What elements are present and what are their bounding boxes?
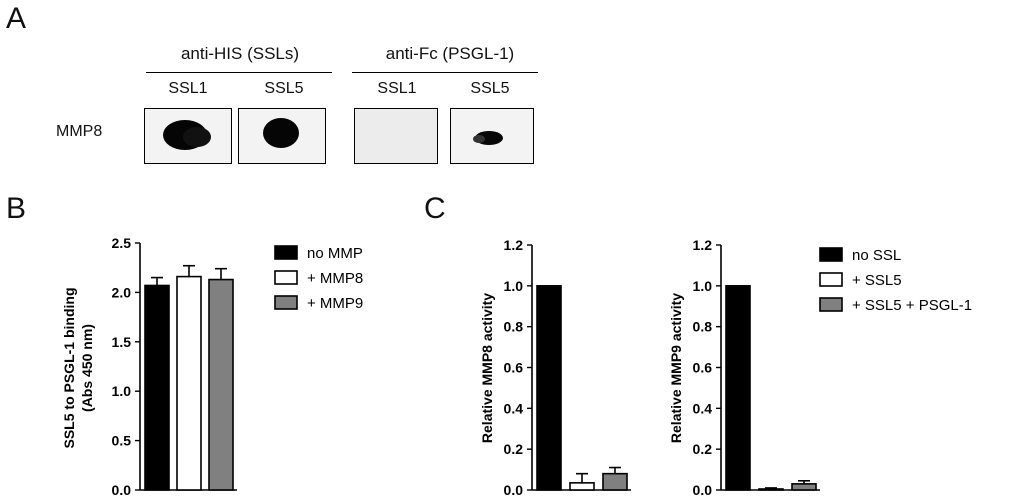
chart2-y-tick-label: 0.6 [693,360,713,376]
chart0-legend-swatch-2 [274,270,298,285]
blot-band-1 [163,120,211,150]
chart0-legend-swatch-3 [274,295,298,310]
chart2-legend-swatch-2 [819,272,843,287]
chart1-y-tick-label: 0.4 [504,400,524,416]
chart2-legend-swatch-1 [819,247,843,262]
chart2-y-tick-label: 0.4 [693,400,713,416]
chart0-legend-label-2: + MMP8 [307,270,363,287]
chart2-bar-1 [725,285,751,491]
blot-lane-label-3: SSL1 [377,80,417,97]
chart0-bar-1 [144,284,170,491]
chart0-y-tick-label: 2.0 [112,284,132,300]
chart0-legend-label-1: no MMP [307,245,363,262]
blot-lane-label-4: SSL5 [470,80,510,97]
blot-group1-title: anti-HIS (SSLs) [180,44,300,63]
chart1-y-tick-label: 0.0 [504,482,524,498]
chart1-y-tick-label: 0.8 [504,319,524,335]
chart2-bar-2 [758,488,784,491]
chart1-bar-1 [536,285,562,491]
blot-band-2 [263,118,299,148]
chart2-legend-label-1: no SSL [852,247,901,264]
chart2-y-tick-label: 0.8 [693,319,713,335]
chart0-y-label: SSL5 to PSGL-1 binding [61,288,77,449]
blot-lane-2 [238,108,326,164]
chart1-bar-2 [569,482,595,491]
chart0-bar-3 [208,278,234,491]
blot-group1-rule [146,72,332,73]
blot-lane-label-1: SSL1 [168,80,208,97]
panel-letter-c: C [424,192,446,225]
blot-lane-3 [354,108,438,164]
chart0-y-tick-label: 0.5 [112,433,132,449]
chart1-y-tick-label: 0.6 [504,360,524,376]
chart2-y-tick-label: 0.0 [693,482,713,498]
blot-lane-label-2: SSL5 [264,80,304,97]
chart0-y-tick-label: 0.0 [112,482,132,498]
chart0-legend-swatch-1 [274,245,298,260]
chart2-y-label: Relative MMP9 activity [668,293,684,443]
chart1-y-tick-label: 1.0 [504,278,524,294]
panel-letter-b: B [6,192,27,225]
chart1-y-tick-label: 0.2 [504,441,524,457]
chart2-legend-label-2: + SSL5 [852,272,902,289]
chart0-y-tick-label: 2.5 [112,235,132,251]
chart0-y-tick-label: 1.0 [112,383,132,399]
chart2-y-tick-label: 0.2 [693,441,713,457]
chart1-y-label: Relative MMP8 activity [479,293,495,443]
chart0-y-label: (Abs 450 nm) [79,324,95,412]
chart2-legend-label-3: + SSL5 + PSGL-1 [852,297,972,314]
chart1-bar-3 [602,472,628,491]
blot-group2-rule [352,72,538,73]
blot-row-label: MMP8 [56,123,103,140]
chart2-y-tick-label: 1.0 [693,278,713,294]
chart0-legend-label-3: + MMP9 [307,295,363,312]
chart0-bar-2 [176,275,202,491]
blot-lane-4 [450,108,534,164]
blot-lane-1 [144,108,232,164]
blot-group2-title: anti-Fc (PSGL-1) [385,44,515,63]
chart1-y-tick-label: 1.2 [504,237,524,253]
chart0-y-tick-label: 1.5 [112,334,132,350]
chart2-legend-swatch-3 [819,297,843,312]
panel-letter-a: A [6,2,27,35]
chart2-y-tick-label: 1.2 [693,237,713,253]
blot-band-4 [473,131,503,145]
chart2-bar-3 [791,483,817,491]
